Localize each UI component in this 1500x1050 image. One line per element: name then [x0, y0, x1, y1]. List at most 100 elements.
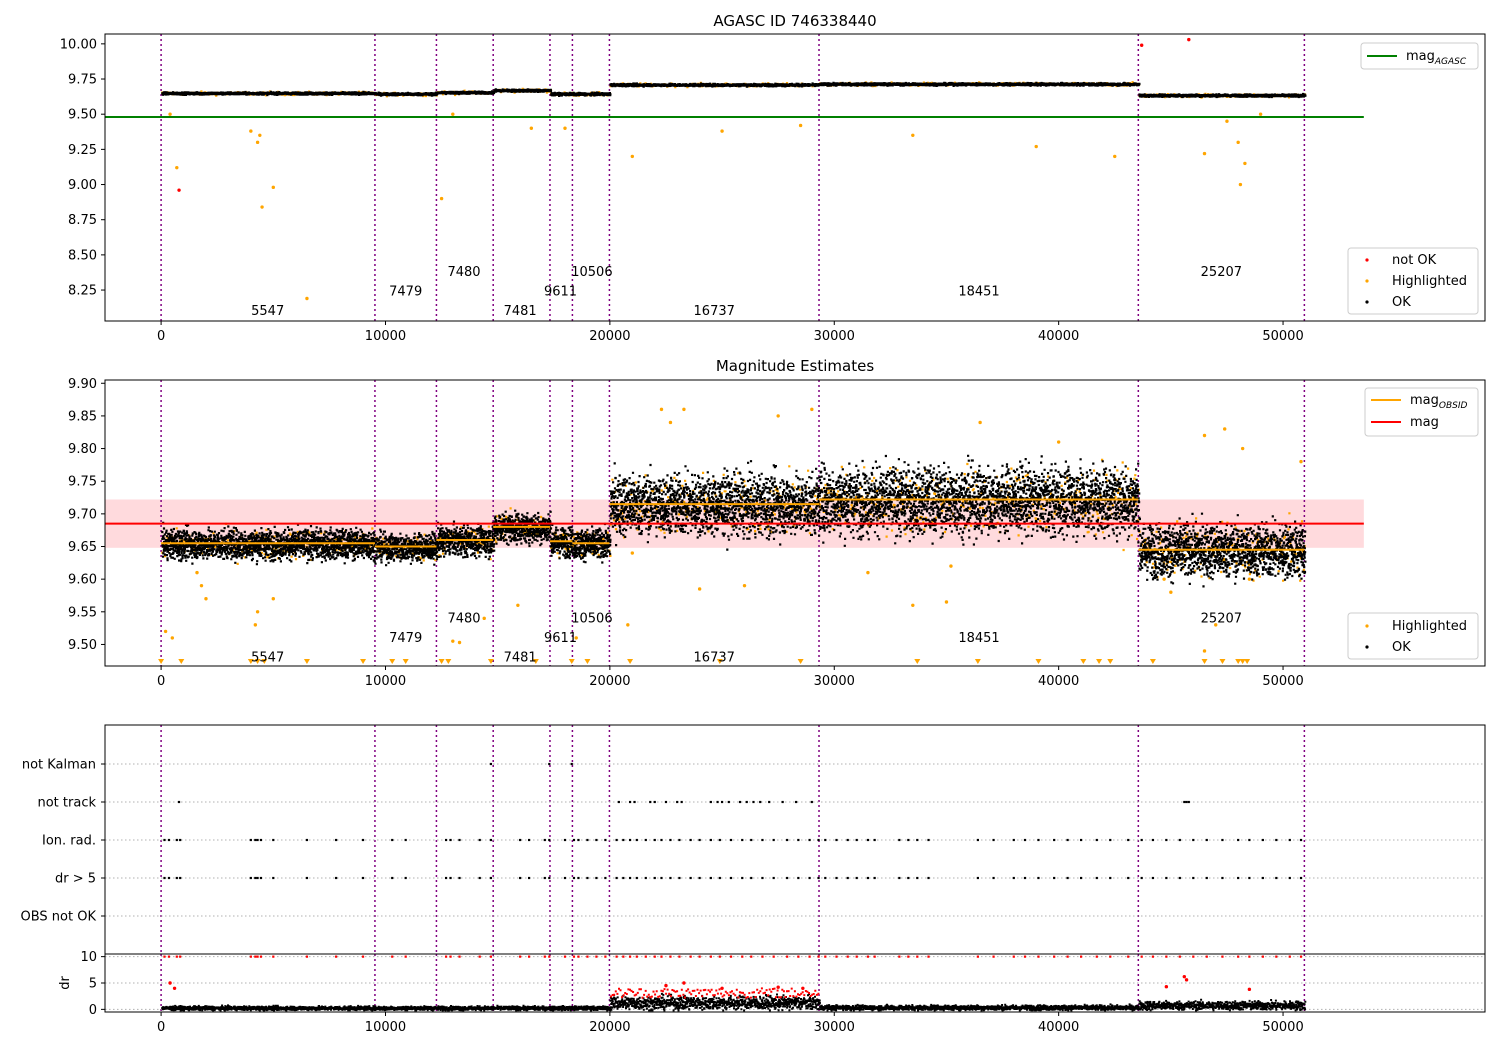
agasc-ytick-label: 8.50: [68, 248, 97, 263]
flag-point: [709, 876, 712, 880]
dr-clipped-point: [1299, 955, 1303, 958]
flag-point: [519, 876, 522, 880]
flag-point: [1221, 876, 1224, 880]
flag-point: [622, 876, 625, 880]
flag-point: [179, 838, 182, 842]
flag-point: [604, 876, 607, 880]
flag-point: [489, 838, 493, 842]
dr-ylabel: dr: [58, 976, 73, 990]
flag-point: [976, 876, 979, 880]
flag-point: [272, 838, 275, 842]
dr-xtick-label: 0: [157, 1020, 165, 1035]
dr-clipped-point: [1237, 955, 1240, 958]
agasc-highlighted-point: [258, 133, 262, 137]
dr-clipped-point: [761, 955, 764, 958]
agasc-not-ok-point: [177, 188, 181, 192]
obsid-label-9611: 9611: [544, 284, 577, 299]
dr-clipped-point: [615, 955, 618, 958]
agasc-highlighted-point: [911, 133, 915, 137]
flag-point: [992, 838, 995, 842]
dr-clipped-point: [898, 955, 901, 958]
legend-ok-label: OK: [1392, 295, 1411, 310]
flag-label: OBS not OK: [21, 910, 97, 925]
flag-point: [1037, 838, 1040, 842]
flag-point: [866, 838, 870, 842]
estimates-xtick-label: 10000: [365, 674, 406, 689]
flag-label: dr > 5: [55, 872, 96, 887]
estimates-ok-points: [161, 454, 1307, 588]
flag-point: [927, 838, 930, 842]
out-of-range-marker: [360, 659, 367, 664]
flag-point: [570, 762, 573, 766]
estimates-highlighted-point: [659, 407, 664, 412]
flag-point: [846, 876, 849, 880]
flag-point: [750, 876, 753, 880]
dr-clipped-point: [586, 955, 589, 958]
flag-point: [678, 838, 681, 842]
dr-clipped-point: [163, 955, 166, 958]
flag-point: [1066, 838, 1069, 842]
estimates-xtick-label: 20000: [589, 674, 630, 689]
flag-point: [361, 876, 365, 880]
flag-point: [729, 876, 733, 880]
dr-clipped-point: [866, 955, 870, 958]
flag-point: [772, 838, 775, 842]
obsid-label-5547: 5547: [251, 651, 284, 666]
obsid-label-10506: 10506: [571, 611, 612, 626]
flag-point: [179, 876, 182, 880]
dr-xtick-label: 30000: [814, 1020, 855, 1035]
estimates-xtick-label: 50000: [1262, 674, 1303, 689]
flag-point: [628, 838, 632, 842]
estimates-highlighted-point: [1214, 623, 1218, 627]
flag-point: [167, 876, 171, 880]
flag-point: [163, 838, 166, 842]
legend-mag-obsid-sub: OBSID: [1439, 401, 1468, 411]
dr-clipped-point: [179, 955, 182, 958]
flag-point: [175, 838, 178, 842]
dr-clipped-point: [907, 955, 910, 958]
estimates-highlighted-point: [776, 414, 780, 418]
agasc-ytick-label: 9.00: [68, 178, 97, 193]
estimates-highlighted-point: [204, 597, 208, 601]
agasc-highlighted-point: [260, 205, 264, 209]
estimates-ytick-label: 9.75: [68, 475, 97, 490]
out-of-range-marker: [389, 659, 396, 664]
flag-point: [1165, 876, 1168, 880]
flag-point: [163, 876, 166, 880]
estimates-highlighted-point: [1202, 433, 1207, 438]
flag-point: [761, 876, 764, 880]
flag-point: [1012, 876, 1015, 880]
flag-point: [678, 876, 681, 880]
legend-highlighted-label: Highlighted: [1392, 619, 1467, 634]
dr-clipped-point: [305, 955, 309, 958]
dr-clipped-point: [750, 955, 753, 958]
obsid-label-5547: 5547: [251, 304, 284, 319]
estimates-highlighted-point: [944, 600, 949, 604]
agasc-xtick-label: 30000: [814, 329, 855, 344]
dr-clipped-point: [628, 955, 632, 958]
agasc-xtick-label: 50000: [1262, 329, 1303, 344]
estimates-highlighted-point: [978, 420, 982, 425]
dr-clipped-point: [254, 955, 257, 958]
flag-point: [1178, 876, 1181, 880]
flag-point: [548, 838, 551, 842]
obsid-label-9611: 9611: [544, 631, 577, 646]
flag-point: [720, 800, 724, 804]
flag-point: [676, 800, 679, 804]
dr-clipped-point: [729, 955, 733, 958]
dr-clipped-point: [444, 955, 448, 958]
out-of-range-marker: [568, 659, 575, 664]
dr-clipped-point: [1192, 955, 1195, 958]
dr-clipped-point: [1151, 955, 1155, 958]
flag-point: [716, 800, 719, 804]
flag-point: [927, 876, 930, 880]
flag-point: [680, 800, 683, 804]
estimates-highlighted-point: [170, 636, 175, 640]
estimates-highlighted-point: [1056, 440, 1061, 444]
flag-point: [1012, 838, 1015, 842]
legend-mag-agasc-sub: AGASC: [1434, 57, 1467, 67]
estimates-panel: Magnitude Estimates 0 10000 20000 30000 4000…: [68, 357, 1486, 689]
flag-point: [633, 800, 636, 804]
estimates-xtick-label: 0: [157, 674, 165, 689]
dr-xtick-label: 50000: [1262, 1020, 1303, 1035]
